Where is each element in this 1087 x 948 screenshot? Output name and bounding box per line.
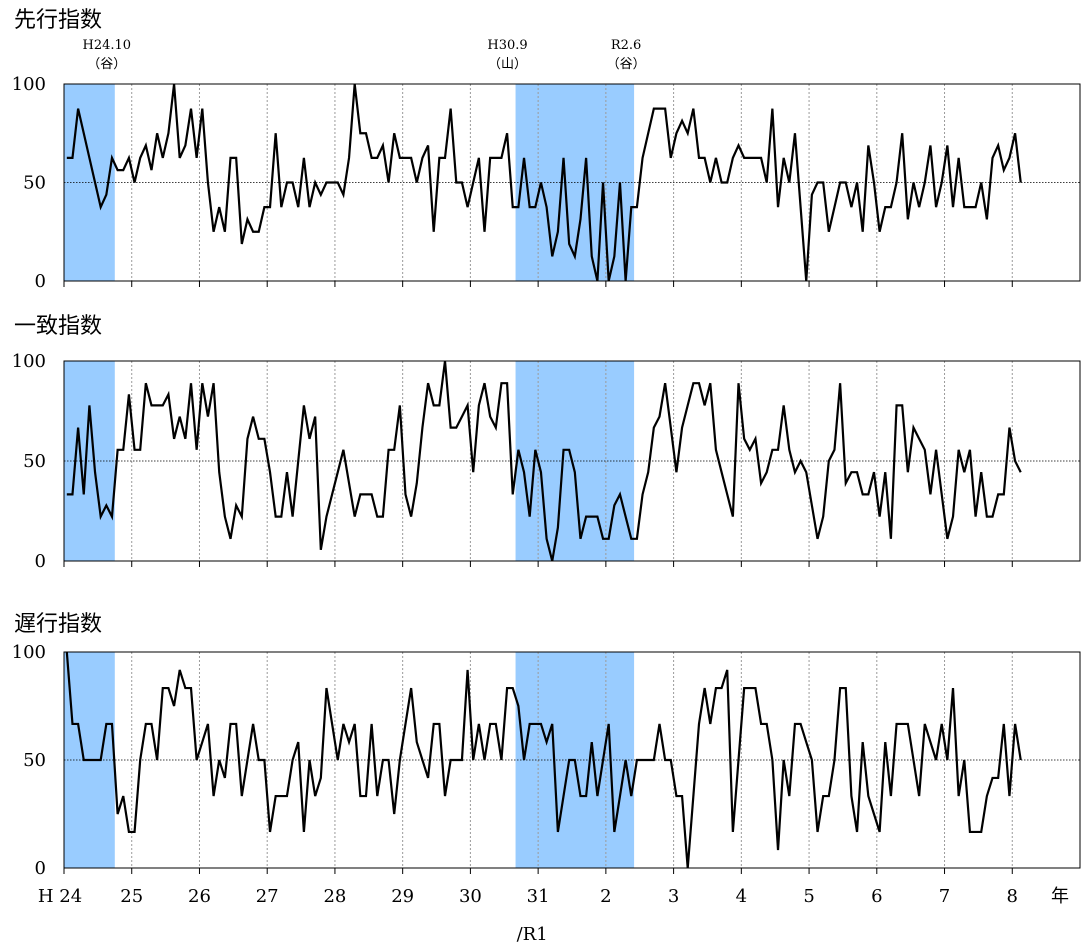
turning-point-type: （山）	[488, 57, 527, 72]
turning-point-label: H30.9	[487, 38, 527, 53]
panel-title: 先行指数	[14, 8, 102, 33]
x-tick-label: 25	[120, 886, 143, 907]
plot-frame	[63, 360, 1081, 562]
x-tick-label: 6	[871, 886, 882, 907]
series-line	[66, 360, 1022, 562]
series-line	[66, 83, 1022, 282]
x-tick-label: 5	[803, 886, 814, 907]
chart-panel-2: 0 50 100 一致指数	[12, 314, 1081, 572]
x-tick-label: 26	[188, 886, 211, 907]
x-tick-label: 31	[527, 886, 550, 907]
x-tick-label: H 24	[38, 886, 82, 907]
turning-point-label: R2.6	[611, 38, 641, 53]
y-tick-label: 0	[35, 551, 46, 572]
y-tick-label: 50	[23, 750, 46, 771]
chart-panel-1: 0 50 100 先行指数	[12, 8, 1081, 292]
chart-panel-3: 0 50 100 遅行指数	[12, 612, 1081, 879]
y-tick-label: 0	[35, 271, 46, 292]
panel-title: 一致指数	[14, 314, 102, 339]
y-tick-label: 50	[23, 173, 46, 194]
x-tick-label: 8	[1007, 886, 1018, 907]
x-tick-label: 2	[600, 886, 611, 907]
x-tick-label: 4	[736, 886, 747, 907]
y-tick-label: 100	[12, 642, 46, 663]
y-tick-label: 50	[23, 451, 46, 472]
panel-title: 遅行指数	[14, 612, 102, 637]
turning-point-type: （谷）	[607, 57, 646, 72]
x-tick-label: 27	[256, 886, 279, 907]
x-tick-label: 30	[459, 886, 482, 907]
y-tick-label: 100	[12, 74, 46, 95]
turning-point-type: （谷）	[87, 57, 126, 72]
x-tick-label: 28	[323, 886, 346, 907]
turning-point-label: H24.10	[83, 38, 132, 53]
x-tick-label: 29	[391, 886, 414, 907]
y-tick-label: 100	[12, 351, 46, 372]
x-axis-unit: 年	[1051, 886, 1069, 907]
series-line	[65, 651, 1022, 869]
x-tick-label: 3	[668, 886, 679, 907]
era-note: /R1	[517, 924, 548, 944]
x-tick-label: 7	[939, 886, 950, 907]
y-tick-label: 0	[35, 858, 46, 879]
plot-frame	[63, 83, 1081, 282]
plot-frame	[63, 651, 1081, 869]
